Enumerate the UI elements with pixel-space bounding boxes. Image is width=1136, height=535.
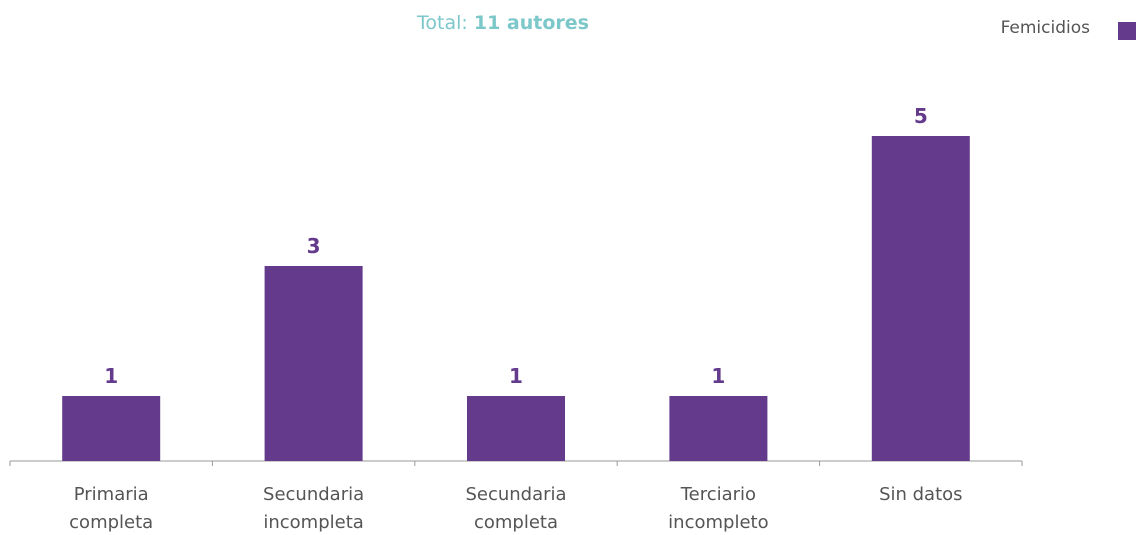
bar [62, 396, 161, 461]
legend-label: Femicidios [1000, 18, 1090, 38]
chart-title: Total: 11 autores [0, 12, 1006, 34]
x-tick-label: Sin datos [879, 484, 963, 505]
x-tick-label: Terciario incompleto [668, 484, 769, 533]
title-emphasis: 11 autores [473, 12, 589, 34]
x-tick-label: Secundaria incompleta [263, 484, 365, 533]
data-label: 5 [913, 104, 928, 128]
data-label: 3 [306, 234, 321, 258]
data-label: 1 [509, 364, 523, 388]
bar [467, 396, 565, 461]
data-label: 1 [104, 364, 119, 388]
data-label: 1 [711, 364, 726, 388]
bar [871, 136, 970, 461]
x-tick-label: Secundaria completa [465, 484, 567, 533]
title-text: Total: [417, 12, 468, 34]
x-tick-label: Primaria completa [69, 484, 154, 533]
bar [264, 266, 363, 461]
bar [669, 396, 768, 461]
legend-swatch [1118, 22, 1136, 40]
